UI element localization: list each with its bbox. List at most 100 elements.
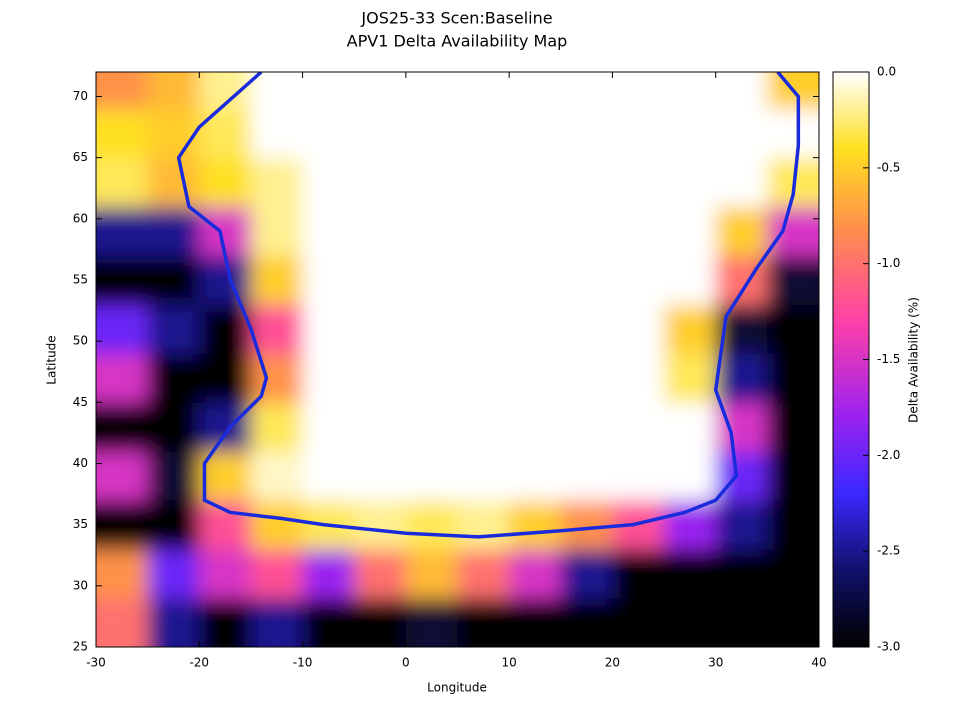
y-tick-label: 25 [73,640,88,654]
heat-cell [354,402,407,452]
heat-cell [405,500,458,550]
heat-cell [767,304,819,354]
heat-cell [302,402,355,452]
heat-cell [767,402,819,452]
heat-cell [96,157,149,208]
heat-cell [560,157,613,208]
heat-cell [509,598,562,647]
heat-cell [560,402,613,452]
y-tick-label: 35 [73,517,88,531]
heat-cell [509,304,562,354]
heat-cell [612,402,665,452]
heat-cell [302,255,355,305]
heat-cell [147,549,200,599]
heat-cell [509,353,562,403]
heat-cell [509,157,562,208]
colorbar-tick-label: -1.0 [877,256,900,270]
heat-cell [715,72,768,110]
heat-cell [560,598,613,647]
heat-cell [405,206,458,257]
heat-cell [96,108,149,159]
heat-cell [664,451,717,501]
heat-cell [354,500,407,550]
heat-cell [96,402,149,452]
heat-cell [715,157,768,208]
y-tick-label: 40 [73,456,88,470]
heat-cell [457,402,510,452]
heat-cell [96,451,149,501]
heat-cell [147,598,200,647]
chart-subtitle: APV1 Delta Availability Map [347,32,568,51]
y-axis-label: Latitude [45,335,59,384]
heat-cell [405,255,458,305]
heat-cell [664,157,717,208]
heat-cell [509,500,562,550]
heat-cell [612,108,665,159]
colorbar-tick-label: -0.5 [877,160,900,174]
y-tick-label: 60 [73,211,88,225]
heat-cell [302,598,355,647]
heat-cell [457,549,510,599]
colorbar-tick-label: 0.0 [877,65,896,79]
heat-cell [405,402,458,452]
heat-cell [147,402,200,452]
heat-cell [612,451,665,501]
heat-cell [767,500,819,550]
heat-cell [199,500,252,550]
heat-cell [560,353,613,403]
heat-cell [715,353,768,403]
colorbar-tick-label: -2.0 [877,448,900,462]
heat-cell [715,206,768,257]
heat-cell [715,500,768,550]
heat-cell [199,402,252,452]
heat-cell [767,451,819,501]
heat-cell [560,255,613,305]
x-tick-label: 10 [502,656,517,670]
heat-cell [767,549,819,599]
heat-cell [147,72,200,110]
heat-cell [560,108,613,159]
heat-cell [457,304,510,354]
colorbar-tick-label: -3.0 [877,640,900,654]
heat-cell [767,108,819,159]
y-tick-label: 70 [73,89,88,103]
heat-cell [302,157,355,208]
heat-cell [405,549,458,599]
heat-cell [509,206,562,257]
heat-cell [96,353,149,403]
heat-cell [612,549,665,599]
heat-cell [767,598,819,647]
heat-cell [509,549,562,599]
heat-cell [302,108,355,159]
heat-cell [457,598,510,647]
heat-cell [664,402,717,452]
heat-cell [405,353,458,403]
chart-title: JOS25-33 Scen:Baseline [360,9,552,28]
heat-cell [612,304,665,354]
heat-cell [560,304,613,354]
plot-frame [95,71,820,648]
heat-cell [250,304,304,354]
heat-cell [96,500,149,550]
heat-cell [199,157,252,208]
heat-cell [354,108,407,159]
heat-cell [354,157,407,208]
heat-cell [302,353,355,403]
heat-cell [767,206,819,257]
heat-cell [250,500,304,550]
heat-cell [199,72,252,110]
heat-cell [560,549,613,599]
heat-cell [457,451,510,501]
heat-cell [96,72,149,110]
heat-cell [457,72,510,110]
heat-cell [715,549,768,599]
heat-cell [664,304,717,354]
heat-cell [612,598,665,647]
heat-cell [250,353,304,403]
x-tick-label: 40 [811,656,826,670]
heat-cell [664,206,717,257]
heat-cell [354,598,407,647]
heat-cell [457,157,510,208]
heat-cell [457,206,510,257]
